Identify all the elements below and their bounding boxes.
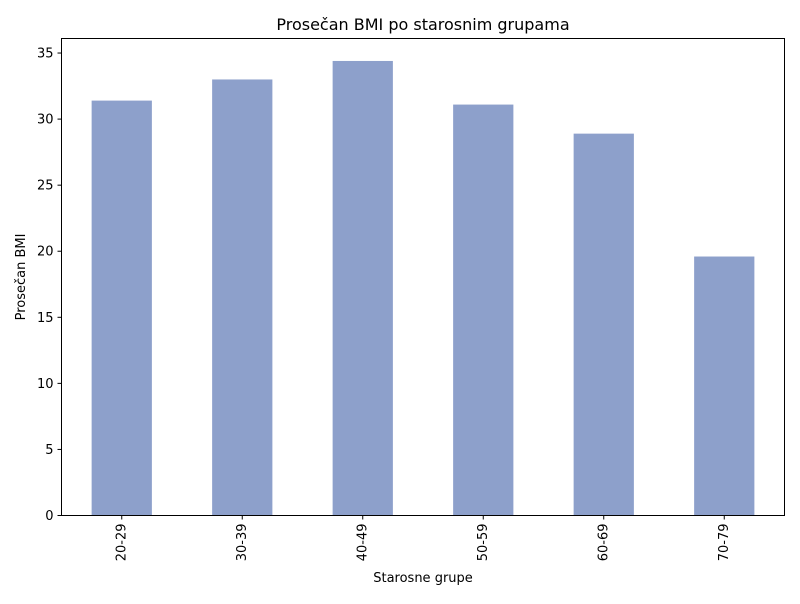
y-tick-label: 0	[45, 509, 53, 524]
x-axis-label: Starosne grupe	[373, 571, 473, 586]
y-tick-label: 25	[37, 179, 54, 194]
x-axis: 20-29 30-39 40-49 50-59 60-69 70-79	[114, 515, 732, 562]
x-tick-label: 30-39	[235, 524, 250, 562]
bar-30-39	[212, 79, 273, 516]
x-tick-label: 40-49	[355, 524, 370, 562]
y-tick-label: 20	[37, 245, 54, 260]
y-tick-label: 10	[37, 377, 54, 392]
bar-60-69	[573, 133, 634, 516]
chart-title: Prosečan BMI po starosnim grupama	[276, 15, 569, 34]
y-axis: 0 5 10 15 20 25 30 35	[37, 47, 62, 524]
bars-layer	[91, 60, 755, 516]
x-tick-label: 20-29	[114, 524, 129, 562]
x-tick-label: 50-59	[476, 524, 491, 562]
y-tick-label: 5	[45, 443, 53, 458]
y-tick-label: 15	[37, 311, 54, 326]
bar-50-59	[453, 104, 514, 516]
y-tick-label: 30	[37, 113, 54, 128]
plot-frame	[61, 38, 785, 516]
bar-40-49	[332, 60, 393, 516]
x-tick-label: 60-69	[596, 524, 611, 562]
y-axis-label: Prosečan BMI	[14, 234, 29, 321]
bar-20-29	[91, 100, 152, 516]
bar-70-79	[694, 256, 755, 516]
y-tick-label: 35	[37, 47, 54, 62]
x-tick-label: 70-79	[717, 524, 732, 562]
